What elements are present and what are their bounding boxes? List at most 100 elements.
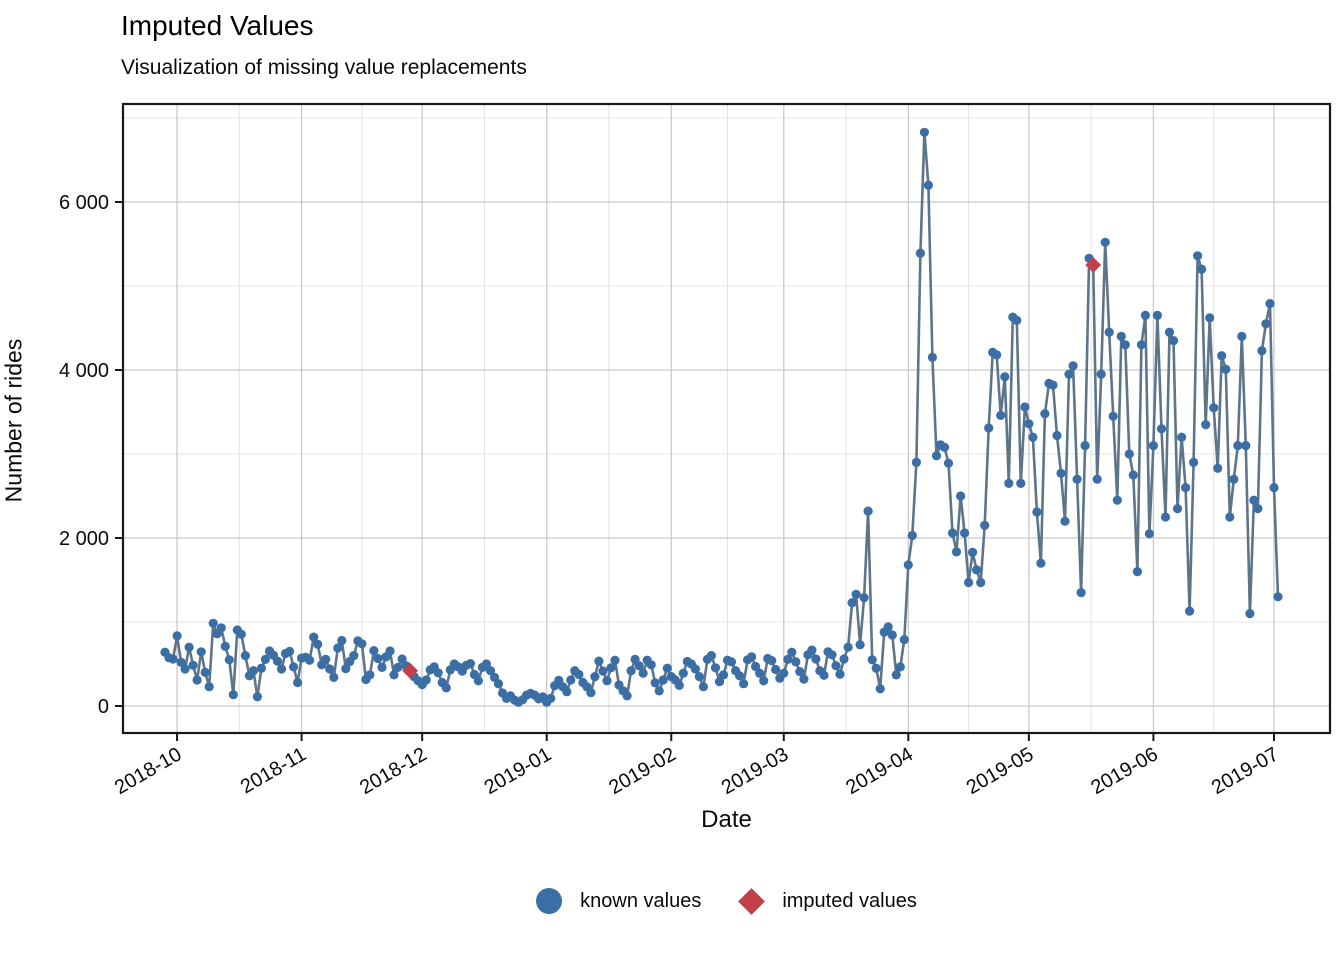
data-point [1269,483,1279,493]
data-point [855,640,865,650]
data-point [369,646,379,656]
data-point [1241,441,1251,451]
data-point [1189,457,1199,467]
data-point [658,675,668,685]
data-point [1245,609,1255,619]
data-point [1156,424,1167,434]
x-tick-label: 2019-04 [842,743,917,799]
data-point [1193,251,1203,261]
data-point [1237,331,1247,341]
chart-canvas: 0 2 000 4 000 6 000 2018-10 2018-11 2018-12 201… [59,102,1332,799]
data-point [1108,411,1118,421]
data-point [1205,313,1215,323]
data-point [931,451,942,461]
data-point [819,670,829,680]
data-point [333,643,343,653]
data-point [1261,319,1271,329]
data-point [276,664,287,674]
data-point [1072,474,1082,484]
data-point [309,632,319,642]
data-point [602,676,612,686]
data-point [843,642,853,652]
data-point [1128,470,1138,480]
panel-border [121,102,1332,735]
data-point [875,684,885,694]
data-point [662,663,672,673]
data-point [1257,346,1267,356]
data-point [313,639,323,649]
data-point [337,635,347,646]
page-title: Imputed Values [121,10,314,41]
data-point [968,547,978,557]
data-point [1140,310,1150,320]
data-point [646,660,656,670]
data-point [903,560,913,570]
data-point [216,623,226,633]
data-point [256,663,266,673]
legend-label-known: known values [580,889,702,912]
data-point [1056,468,1066,478]
data-point [1104,327,1114,337]
data-point [622,691,632,701]
imputed-values-marker-icon [738,887,766,915]
data-point [192,675,202,685]
data-point [706,651,717,661]
data-point [586,688,596,698]
data-point [1112,495,1122,505]
data-point [485,666,496,676]
data-point [606,663,616,673]
data-point [224,655,234,665]
data-point [321,654,331,665]
data-point [1152,310,1162,320]
data-point [783,654,793,665]
data-point [947,528,958,538]
data-point [1273,592,1283,602]
data-point [574,669,584,680]
data-point [373,653,383,664]
data-point [228,690,238,700]
data-point [393,662,403,673]
data-point [285,646,295,657]
data-point [755,668,765,678]
data-point [1144,529,1154,539]
data-point [964,577,974,588]
data-point [735,671,745,681]
data-point [767,656,777,666]
y-tick-label: 6 000 [59,192,109,214]
data-point [1016,478,1026,488]
data-point [208,618,218,628]
data-point [779,668,789,678]
data-point [594,656,604,666]
data-point [188,660,198,670]
data-point [172,631,182,641]
data-point [939,442,950,452]
data-point [739,679,749,689]
data-point [260,654,270,665]
data-point [389,670,399,680]
data-point [654,686,664,696]
data-point [293,677,303,688]
data-point [1229,474,1239,484]
data-point [1028,432,1038,442]
data-point [1136,340,1146,350]
data-point [1132,567,1142,577]
data-point [710,663,721,673]
data-point [1197,264,1207,274]
data-point [771,664,781,675]
x-tick-label: 2018-10 [111,743,186,799]
data-point [871,663,881,673]
data-point [196,647,206,657]
data-point [1217,351,1227,361]
data-point [1124,449,1134,459]
data-point [1253,504,1263,514]
data-point [799,674,809,684]
data-point [1185,606,1195,616]
data-point [240,651,250,661]
data-point [465,659,475,669]
data-point [747,652,757,662]
data-point [566,675,576,685]
x-tick-label: 2019-05 [963,743,1038,799]
data-point [1201,420,1211,430]
data-point [1249,495,1259,505]
